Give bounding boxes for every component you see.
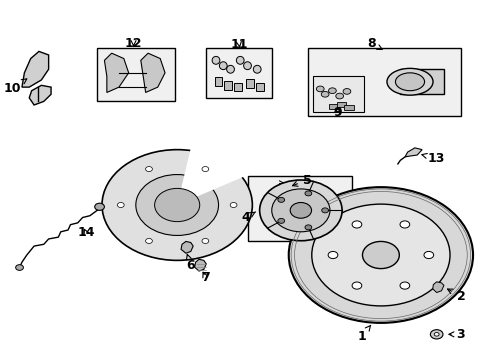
Text: 11: 11 bbox=[230, 38, 247, 51]
Circle shape bbox=[321, 91, 328, 97]
Circle shape bbox=[316, 86, 324, 92]
Circle shape bbox=[399, 221, 409, 228]
Bar bbox=[247, 176, 351, 241]
Polygon shape bbox=[141, 53, 165, 93]
Circle shape bbox=[277, 219, 284, 223]
Polygon shape bbox=[194, 259, 206, 271]
Text: 10: 10 bbox=[3, 79, 27, 95]
Bar bbox=[97, 48, 174, 102]
Circle shape bbox=[351, 282, 361, 289]
Circle shape bbox=[136, 175, 218, 235]
Circle shape bbox=[328, 88, 336, 94]
Circle shape bbox=[343, 89, 350, 94]
Bar bbox=[329, 104, 339, 109]
Circle shape bbox=[259, 180, 342, 241]
Circle shape bbox=[351, 221, 361, 228]
Polygon shape bbox=[432, 282, 443, 293]
Circle shape bbox=[289, 203, 311, 218]
Text: 12: 12 bbox=[124, 37, 142, 50]
Bar bbox=[400, 69, 443, 94]
Text: 4: 4 bbox=[241, 211, 255, 224]
Text: 6: 6 bbox=[186, 255, 195, 271]
Text: 3: 3 bbox=[448, 328, 464, 341]
Circle shape bbox=[311, 204, 449, 306]
Circle shape bbox=[117, 203, 124, 207]
Bar bbox=[233, 83, 241, 91]
Text: 7: 7 bbox=[201, 271, 209, 284]
Ellipse shape bbox=[212, 57, 220, 64]
Ellipse shape bbox=[226, 65, 234, 73]
Text: 9: 9 bbox=[332, 105, 341, 119]
Polygon shape bbox=[22, 51, 48, 87]
Circle shape bbox=[145, 238, 152, 243]
Ellipse shape bbox=[386, 68, 432, 95]
Circle shape bbox=[335, 93, 343, 99]
Circle shape bbox=[95, 203, 104, 210]
Text: 5: 5 bbox=[292, 174, 311, 186]
Bar bbox=[344, 105, 353, 111]
Circle shape bbox=[277, 197, 284, 202]
Circle shape bbox=[145, 167, 152, 172]
Text: 2: 2 bbox=[447, 289, 465, 303]
Text: 1: 1 bbox=[356, 325, 370, 343]
Bar bbox=[307, 48, 460, 116]
Polygon shape bbox=[104, 53, 128, 93]
Circle shape bbox=[423, 251, 433, 258]
Ellipse shape bbox=[219, 62, 226, 69]
Circle shape bbox=[102, 150, 252, 260]
Bar bbox=[245, 79, 253, 88]
Circle shape bbox=[433, 333, 438, 336]
Ellipse shape bbox=[253, 65, 261, 73]
Circle shape bbox=[154, 188, 199, 222]
Polygon shape bbox=[29, 85, 51, 105]
Polygon shape bbox=[405, 148, 421, 157]
Circle shape bbox=[429, 330, 442, 339]
Text: 8: 8 bbox=[366, 37, 382, 50]
Circle shape bbox=[399, 282, 409, 289]
Circle shape bbox=[202, 167, 208, 172]
Circle shape bbox=[362, 242, 399, 269]
Circle shape bbox=[305, 225, 311, 230]
Circle shape bbox=[16, 265, 23, 270]
Text: 14: 14 bbox=[77, 226, 95, 239]
Circle shape bbox=[321, 208, 328, 213]
Bar bbox=[214, 77, 222, 86]
Circle shape bbox=[305, 191, 311, 196]
Circle shape bbox=[327, 251, 337, 258]
Ellipse shape bbox=[236, 57, 244, 64]
Polygon shape bbox=[181, 242, 193, 253]
Bar bbox=[224, 81, 231, 90]
Bar bbox=[312, 76, 363, 112]
Circle shape bbox=[288, 187, 472, 323]
Bar bbox=[255, 83, 263, 91]
Ellipse shape bbox=[395, 73, 424, 91]
Ellipse shape bbox=[243, 62, 251, 69]
Circle shape bbox=[230, 203, 237, 207]
Circle shape bbox=[271, 189, 329, 232]
Wedge shape bbox=[177, 149, 244, 205]
Bar bbox=[336, 102, 346, 107]
Circle shape bbox=[202, 238, 208, 243]
Text: 13: 13 bbox=[421, 152, 445, 165]
Bar bbox=[206, 48, 271, 98]
